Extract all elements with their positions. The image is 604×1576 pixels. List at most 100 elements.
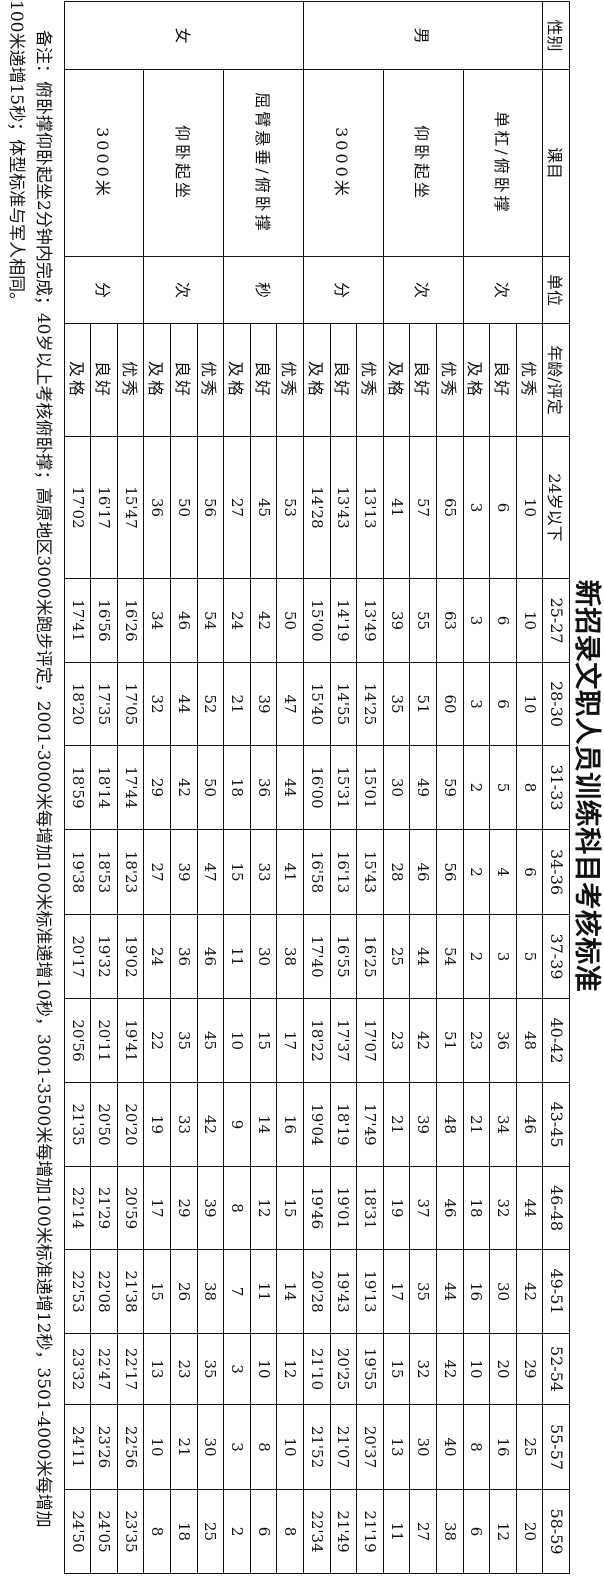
value-cell: 35 xyxy=(170,998,198,1083)
rating-cell: 良好 xyxy=(250,323,277,437)
unit-cell: 次 xyxy=(383,256,464,324)
value-cell: 13'13 xyxy=(356,436,384,579)
value-cell: 2 xyxy=(463,829,490,915)
value-cell: 21'19 xyxy=(356,1489,384,1574)
value-cell: 19'13 xyxy=(356,1249,384,1334)
value-cell: 21 xyxy=(383,1082,410,1167)
header-age: 31-33 xyxy=(542,745,570,830)
value-cell: 21'52 xyxy=(303,1404,331,1490)
value-cell: 36 xyxy=(489,998,517,1083)
header-age: 58-59 xyxy=(542,1489,570,1574)
value-cell: 18'22 xyxy=(303,998,331,1083)
value-cell: 13 xyxy=(144,1333,171,1405)
value-cell: 10 xyxy=(516,436,543,579)
value-cell: 18 xyxy=(463,1166,490,1250)
value-cell: 6 xyxy=(250,1489,277,1574)
value-cell: 17 xyxy=(144,1166,171,1250)
header-subject: 课目 xyxy=(542,69,570,257)
value-cell: 57 xyxy=(409,436,437,579)
rating-cell: 良好 xyxy=(90,323,118,437)
rating-cell: 及格 xyxy=(303,323,331,437)
value-cell: 10 xyxy=(516,578,543,663)
value-cell: 34 xyxy=(489,1082,517,1167)
rating-cell: 良好 xyxy=(170,323,198,437)
value-cell: 33 xyxy=(250,829,277,915)
value-cell: 15 xyxy=(250,998,277,1083)
value-cell: 32 xyxy=(409,1333,437,1405)
value-cell: 20'28 xyxy=(303,1249,331,1334)
value-cell: 23 xyxy=(383,998,410,1083)
value-cell: 27 xyxy=(144,829,171,915)
value-cell: 8 xyxy=(463,1404,490,1490)
value-cell: 24'11 xyxy=(64,1404,91,1490)
value-cell: 16'17 xyxy=(90,436,118,579)
value-cell: 16'25 xyxy=(356,914,384,999)
value-cell: 42 xyxy=(516,1249,543,1334)
rating-cell: 优秀 xyxy=(197,323,224,437)
value-cell: 13'49 xyxy=(356,578,384,663)
value-cell: 34 xyxy=(144,578,171,663)
value-cell: 44 xyxy=(170,662,198,746)
notes-line-2: 100米递增15秒；体型标准与军人相同。 xyxy=(6,0,26,310)
value-cell: 16'56 xyxy=(90,578,118,663)
value-cell: 18'53 xyxy=(90,829,118,915)
value-cell: 23'26 xyxy=(90,1404,118,1490)
value-cell: 12 xyxy=(276,1333,304,1405)
value-cell: 56 xyxy=(197,436,224,579)
value-cell: 47 xyxy=(276,662,304,746)
value-cell: 44 xyxy=(409,914,437,999)
value-cell: 42 xyxy=(197,1082,224,1167)
value-cell: 29 xyxy=(516,1333,543,1405)
value-cell: 6 xyxy=(516,829,543,915)
value-cell: 41 xyxy=(276,829,304,915)
value-cell: 21 xyxy=(463,1082,490,1167)
value-cell: 24'05 xyxy=(90,1489,118,1574)
value-cell: 10 xyxy=(144,1404,171,1490)
value-cell: 15'00 xyxy=(303,578,331,663)
header-age: 52-54 xyxy=(542,1333,570,1405)
value-cell: 13'43 xyxy=(330,436,357,579)
value-cell: 29 xyxy=(144,745,171,830)
gender-cell: 男 xyxy=(303,1,543,70)
header-age: 28-30 xyxy=(542,662,570,746)
value-cell: 18'14 xyxy=(90,745,118,830)
value-cell: 46 xyxy=(170,578,198,663)
value-cell: 27 xyxy=(409,1489,437,1574)
value-cell: 10 xyxy=(276,1404,304,1490)
value-cell: 41 xyxy=(383,436,410,579)
value-cell: 39 xyxy=(250,662,277,746)
value-cell: 19'41 xyxy=(117,998,144,1083)
subject-cell: 仰卧起坐 xyxy=(383,69,464,257)
value-cell: 18 xyxy=(170,1489,198,1574)
value-cell: 60 xyxy=(436,662,464,746)
value-cell: 21'29 xyxy=(90,1166,118,1250)
header-age: 49-51 xyxy=(542,1249,570,1334)
header-age: 37-39 xyxy=(542,914,570,999)
value-cell: 15 xyxy=(276,1166,304,1250)
value-cell: 50 xyxy=(197,745,224,830)
value-cell: 25 xyxy=(383,914,410,999)
value-cell: 20'11 xyxy=(90,998,118,1083)
value-cell: 11 xyxy=(250,1249,277,1334)
value-cell: 17'35 xyxy=(90,662,118,746)
value-cell: 20'20 xyxy=(117,1082,144,1167)
value-cell: 15'31 xyxy=(330,745,357,830)
value-cell: 22'08 xyxy=(90,1249,118,1334)
value-cell: 20 xyxy=(489,1333,517,1405)
value-cell: 51 xyxy=(409,662,437,746)
value-cell: 42 xyxy=(170,745,198,830)
value-cell: 13 xyxy=(383,1404,410,1490)
rating-cell: 优秀 xyxy=(516,323,543,437)
value-cell: 46 xyxy=(197,914,224,999)
value-cell: 16'26 xyxy=(117,578,144,663)
value-cell: 45 xyxy=(250,436,277,579)
table-row: 女屈臂悬垂/俯卧撑秒优秀 53 50 47 44 41 38 17 16 15 14 12 10 8 xyxy=(64,1,304,1574)
unit-cell: 次 xyxy=(144,256,224,324)
value-cell: 22'53 xyxy=(64,1249,91,1334)
value-cell: 25 xyxy=(516,1404,543,1490)
value-cell: 8 xyxy=(144,1489,171,1574)
value-cell: 18 xyxy=(223,745,251,830)
value-cell: 63 xyxy=(436,578,464,663)
value-cell: 4 xyxy=(489,829,517,915)
value-cell: 16'58 xyxy=(303,829,331,915)
